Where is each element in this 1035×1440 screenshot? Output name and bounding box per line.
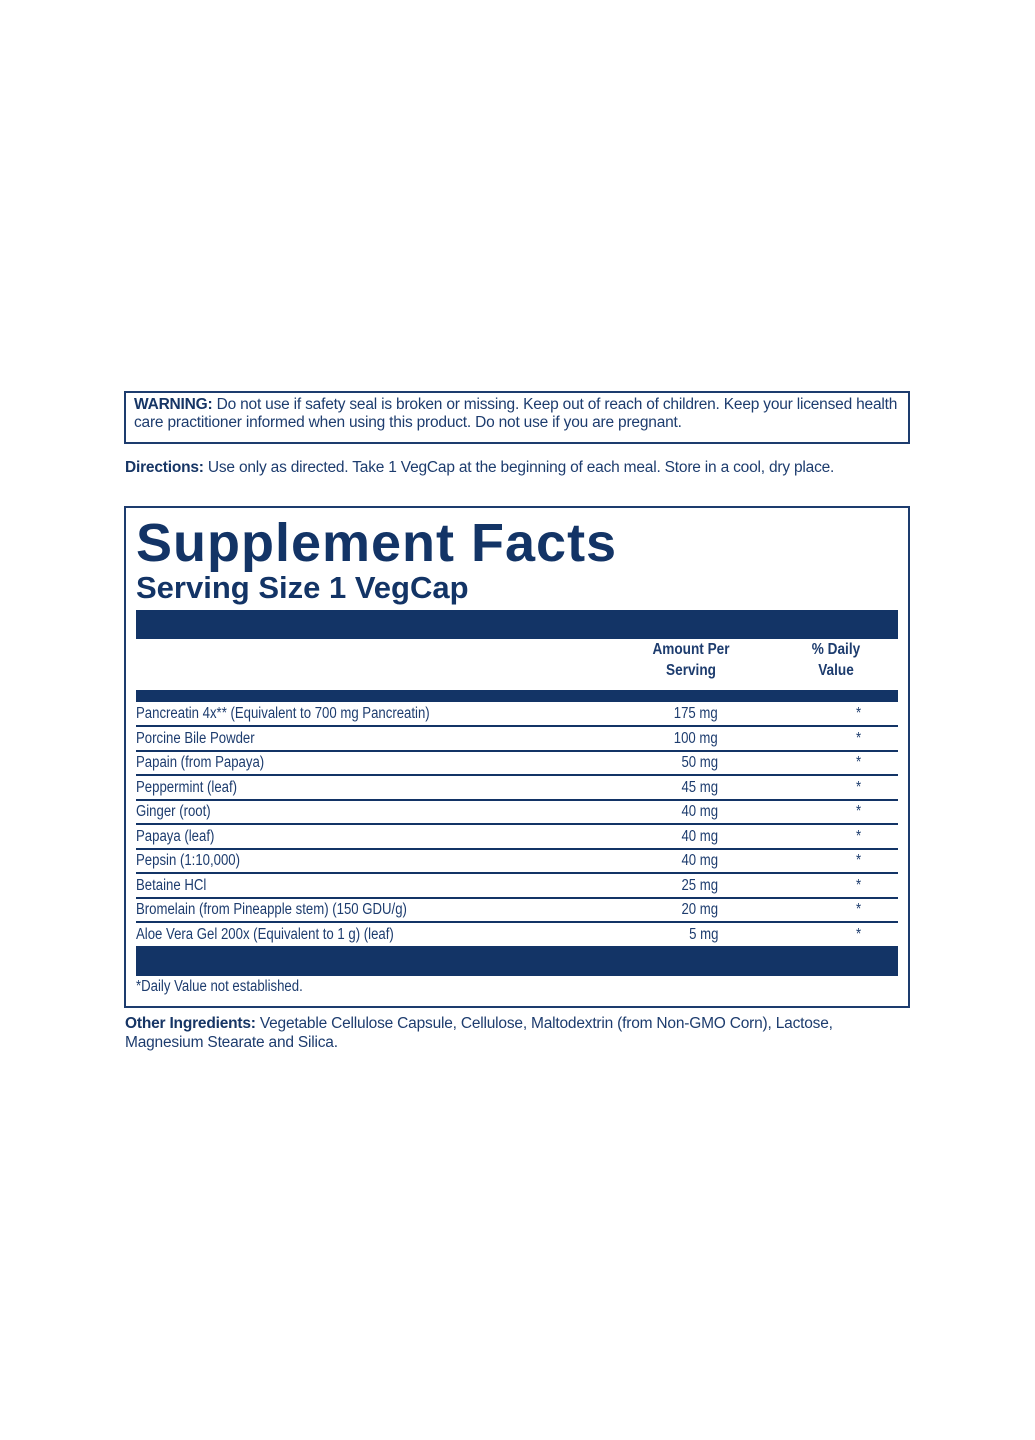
daily-value: * xyxy=(856,852,862,869)
amount: 5 mg xyxy=(688,925,718,943)
amount: 50 mg xyxy=(681,754,718,771)
amount: 40 mg xyxy=(681,827,718,845)
table-row: Betaine HCl 25 mg * xyxy=(136,874,898,899)
table-row: Ginger (root) 40 mg * xyxy=(136,800,898,825)
table-row: Aloe Vera Gel 200x (Equivalent to 1 g) (… xyxy=(136,923,898,948)
supplement-facts-panel: Supplement Facts Serving Size 1 VegCap A… xyxy=(124,506,910,1008)
table-row: Peppermint (leaf) 45 mg * xyxy=(136,776,898,801)
table-row: Pepsin (1:10,000) 40 mg * xyxy=(136,849,898,874)
ingredient-name: Peppermint (leaf) xyxy=(136,778,238,796)
directions-text: Use only as directed. Take 1 VegCap at t… xyxy=(203,459,835,476)
ingredient-name: Ginger (root) xyxy=(136,803,211,820)
directions-label: Directions: xyxy=(125,459,204,476)
ingredient-name: Betaine HCl xyxy=(136,876,207,894)
amount: 100 mg xyxy=(674,729,718,747)
table-row: Pancreatin 4x** (Equivalent to 700 mg Pa… xyxy=(136,702,898,727)
serving-size: Serving Size 1 VegCap xyxy=(136,570,469,605)
other-ingredients: Other Ingredients: Vegetable Cellulose C… xyxy=(125,1014,915,1052)
daily-value: * xyxy=(856,901,862,918)
directions: Directions: Use only as directed. Take 1… xyxy=(125,458,910,477)
daily-value: * xyxy=(856,803,862,820)
table-row: Papaya (leaf) 40 mg * xyxy=(136,825,898,850)
ingredient-name: Papaya (leaf) xyxy=(136,827,215,845)
amount: 40 mg xyxy=(681,852,718,869)
amount: 40 mg xyxy=(681,803,718,820)
warning-label: WARNING: xyxy=(134,396,213,413)
warning-box: WARNING: Do not use if safety seal is br… xyxy=(124,391,910,444)
other-label: Other Ingredients: xyxy=(125,1015,256,1032)
daily-value: * xyxy=(856,925,862,943)
daily-value: * xyxy=(856,729,862,747)
daily-value: * xyxy=(856,876,862,894)
daily-value: * xyxy=(856,778,862,796)
ingredient-name: Bromelain (from Pineapple stem) (150 GDU… xyxy=(136,901,407,918)
col-amount-header: Amount Per Serving xyxy=(652,641,730,679)
bottom-bar xyxy=(136,948,898,976)
col-dv-header: % Daily Value xyxy=(811,641,861,679)
ingredient-name: Porcine Bile Powder xyxy=(136,729,255,747)
other-text: Vegetable Cellulose Capsule, Cellulose, … xyxy=(125,1015,833,1051)
warning-text: Do not use if safety seal is broken or m… xyxy=(134,396,898,431)
amount: 20 mg xyxy=(681,901,718,918)
table-row: Bromelain (from Pineapple stem) (150 GDU… xyxy=(136,898,898,923)
daily-value: * xyxy=(856,705,862,722)
thick-divider xyxy=(136,690,898,702)
ingredient-name: Pancreatin 4x** (Equivalent to 700 mg Pa… xyxy=(136,705,430,722)
amount: 25 mg xyxy=(681,876,718,894)
table-row: Porcine Bile Powder 100 mg * xyxy=(136,727,898,752)
daily-value: * xyxy=(856,827,862,845)
table-row: Papain (from Papaya) 50 mg * xyxy=(136,751,898,776)
ingredient-name: Aloe Vera Gel 200x (Equivalent to 1 g) (… xyxy=(136,925,394,943)
ingredient-name: Papain (from Papaya) xyxy=(136,754,265,771)
amount: 45 mg xyxy=(681,778,718,796)
ingredient-name: Pepsin (1:10,000) xyxy=(136,852,241,869)
header-bar xyxy=(136,610,898,639)
facts-title: Supplement Facts xyxy=(136,513,618,573)
daily-value: * xyxy=(856,754,862,771)
amount: 175 mg xyxy=(674,705,718,722)
footnote: *Daily Value not established. xyxy=(136,978,303,995)
